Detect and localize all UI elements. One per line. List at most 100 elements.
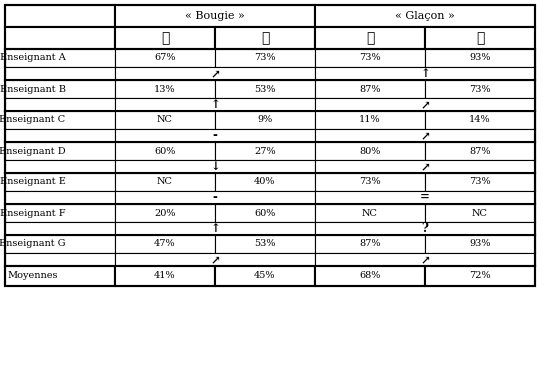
- Text: ↑: ↑: [210, 222, 220, 235]
- Bar: [115, 129, 315, 142]
- Bar: [5, 191, 115, 204]
- Bar: [425, 173, 535, 191]
- Bar: [115, 27, 215, 49]
- Text: 73%: 73%: [469, 178, 491, 186]
- Bar: [315, 5, 535, 27]
- Bar: [115, 235, 215, 253]
- Bar: [5, 160, 115, 173]
- Bar: [5, 5, 115, 27]
- Bar: [315, 160, 535, 173]
- Text: 93%: 93%: [469, 54, 491, 62]
- Bar: [115, 5, 315, 27]
- Text: ↑: ↑: [420, 67, 430, 80]
- Text: ❷: ❷: [476, 31, 484, 45]
- Bar: [425, 266, 535, 286]
- Bar: [5, 98, 115, 111]
- Bar: [425, 49, 535, 67]
- Bar: [315, 80, 425, 98]
- Bar: [315, 67, 535, 80]
- Text: 68%: 68%: [359, 272, 381, 280]
- Text: ❷: ❷: [261, 31, 269, 45]
- Text: 53%: 53%: [254, 84, 276, 94]
- Text: Enseignant B: Enseignant B: [0, 84, 65, 94]
- Text: -: -: [212, 129, 217, 142]
- Bar: [5, 204, 115, 222]
- Text: 9%: 9%: [257, 116, 273, 124]
- Text: 73%: 73%: [254, 54, 276, 62]
- Bar: [315, 27, 425, 49]
- Text: 87%: 87%: [359, 240, 381, 248]
- Bar: [315, 235, 425, 253]
- Bar: [315, 129, 535, 142]
- Bar: [115, 80, 215, 98]
- Bar: [215, 173, 315, 191]
- Bar: [115, 98, 315, 111]
- Bar: [315, 191, 535, 204]
- Bar: [315, 142, 425, 160]
- Bar: [215, 235, 315, 253]
- Text: ❶: ❶: [366, 31, 374, 45]
- Text: 87%: 87%: [469, 146, 491, 156]
- Text: 20%: 20%: [154, 208, 176, 218]
- Text: NC: NC: [157, 178, 173, 186]
- Bar: [115, 111, 215, 129]
- Text: 60%: 60%: [254, 208, 276, 218]
- Text: 14%: 14%: [469, 116, 491, 124]
- Text: 93%: 93%: [469, 240, 491, 248]
- Text: ↗: ↗: [420, 98, 430, 111]
- Bar: [5, 253, 115, 266]
- Text: 47%: 47%: [154, 240, 176, 248]
- Bar: [215, 27, 315, 49]
- Bar: [115, 67, 315, 80]
- Text: 73%: 73%: [469, 84, 491, 94]
- Text: 67%: 67%: [154, 54, 176, 62]
- Bar: [315, 111, 425, 129]
- Text: 73%: 73%: [359, 178, 381, 186]
- Bar: [5, 49, 115, 67]
- Text: =: =: [420, 191, 430, 204]
- Text: ↗: ↗: [420, 253, 430, 266]
- Bar: [215, 204, 315, 222]
- Text: 13%: 13%: [154, 84, 176, 94]
- Text: ↗: ↗: [210, 67, 220, 80]
- Bar: [115, 142, 215, 160]
- Text: -: -: [212, 191, 217, 204]
- Bar: [215, 80, 315, 98]
- Bar: [115, 49, 215, 67]
- Text: Enseignant G: Enseignant G: [0, 240, 66, 248]
- Bar: [5, 142, 115, 160]
- Text: « Glaçon »: « Glaçon »: [395, 11, 455, 21]
- Text: ↗: ↗: [210, 253, 220, 266]
- Bar: [315, 204, 425, 222]
- Text: 60%: 60%: [155, 146, 175, 156]
- Text: 11%: 11%: [359, 116, 381, 124]
- Text: 73%: 73%: [359, 54, 381, 62]
- Text: 45%: 45%: [254, 272, 276, 280]
- Text: 87%: 87%: [359, 84, 381, 94]
- Bar: [425, 235, 535, 253]
- Bar: [215, 111, 315, 129]
- Bar: [5, 111, 115, 129]
- Bar: [115, 173, 215, 191]
- Text: « Bougie »: « Bougie »: [185, 11, 245, 21]
- Bar: [115, 191, 315, 204]
- Bar: [115, 222, 315, 235]
- Bar: [115, 253, 315, 266]
- Text: ↓: ↓: [210, 160, 220, 173]
- Bar: [115, 160, 315, 173]
- Text: 53%: 53%: [254, 240, 276, 248]
- Bar: [5, 27, 115, 49]
- Text: ↗: ↗: [420, 160, 430, 173]
- Text: 27%: 27%: [254, 146, 276, 156]
- Text: Moyennes: Moyennes: [7, 272, 58, 280]
- Text: NC: NC: [472, 208, 488, 218]
- Bar: [5, 266, 115, 286]
- Bar: [425, 111, 535, 129]
- Bar: [215, 49, 315, 67]
- Bar: [425, 204, 535, 222]
- Text: Enseignant F: Enseignant F: [0, 208, 65, 218]
- Bar: [425, 142, 535, 160]
- Bar: [5, 222, 115, 235]
- Bar: [5, 129, 115, 142]
- Text: ❶: ❶: [161, 31, 169, 45]
